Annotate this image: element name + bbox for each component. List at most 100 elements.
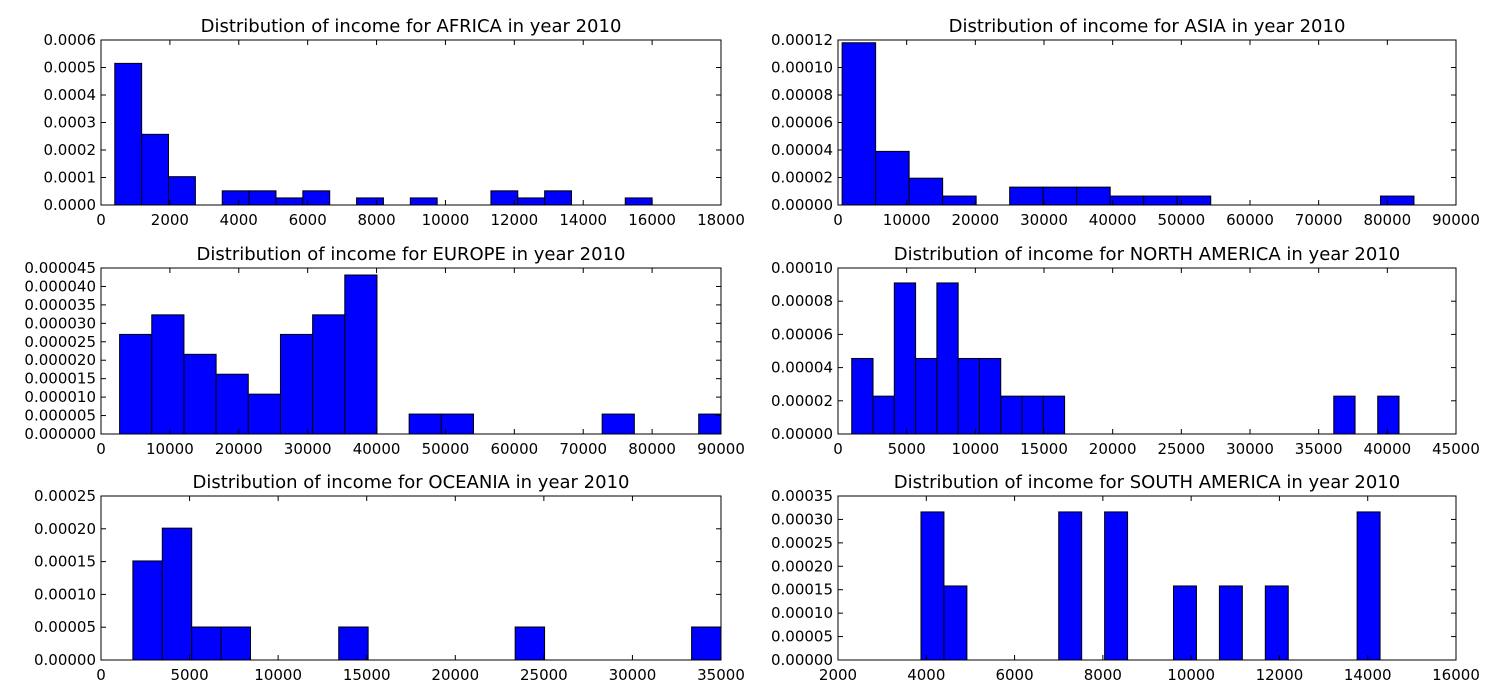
histogram-bar: [517, 197, 546, 206]
histogram-bar: [872, 395, 895, 435]
x-tick-label: 8000: [357, 211, 395, 229]
x-tick-label: 0: [833, 211, 843, 229]
histogram-bar: [247, 393, 281, 435]
y-tick-label: 0.00015: [771, 581, 833, 599]
x-tick-label: 8000: [1084, 666, 1122, 684]
histogram-bar: [490, 190, 519, 206]
histogram-bar: [875, 150, 910, 206]
histogram-bar: [1058, 511, 1083, 661]
histogram-bar: [920, 511, 945, 661]
x-tick-label: 16000: [1432, 666, 1480, 684]
subplot-1: Distribution of income for AFRICA in yea…: [44, 16, 745, 229]
x-tick-label: 10000: [951, 440, 999, 458]
x-tick-label: 40000: [1089, 211, 1137, 229]
histogram-bar: [624, 197, 653, 206]
y-tick-label: 0.00030: [771, 510, 833, 528]
histogram-bar: [1176, 195, 1212, 206]
x-tick-label: 14000: [1344, 666, 1392, 684]
y-tick-label: 0.0006: [44, 31, 97, 49]
histogram-bar: [1377, 395, 1400, 435]
x-tick-label: 14000: [559, 211, 607, 229]
x-tick-label: 4000: [907, 666, 945, 684]
histogram-bar: [943, 585, 968, 661]
y-tick-label: 0.00015: [34, 553, 96, 571]
histogram-bar: [1000, 395, 1023, 435]
histogram-bar: [356, 197, 384, 206]
x-tick-label: 10000: [146, 440, 194, 458]
x-tick-label: 45000: [1432, 440, 1480, 458]
y-tick-label: 0.00025: [771, 534, 833, 552]
x-tick-label: 80000: [628, 440, 676, 458]
bars: [851, 282, 1400, 435]
x-tick-label: 50000: [422, 440, 470, 458]
x-tick-label: 20000: [431, 666, 479, 684]
subplot-2: Distribution of income for ASIA in year …: [771, 16, 1480, 229]
histogram-bar: [1076, 186, 1111, 206]
x-tick-label: 30000: [609, 666, 657, 684]
x-tick-label: 18000: [697, 211, 745, 229]
chart-title: Distribution of income for ASIA in year …: [949, 16, 1346, 37]
x-tick-label: 30000: [1226, 440, 1274, 458]
bars: [920, 511, 1381, 661]
subplot-5: Distribution of income for OCEANIA in ye…: [34, 472, 745, 684]
axes-frame: [100, 495, 722, 661]
histogram-bar: [1042, 186, 1078, 206]
histogram-bar: [275, 197, 304, 206]
y-tick-label: 0.00002: [771, 169, 833, 187]
histogram-bar: [1021, 395, 1044, 435]
x-tick-label: 12000: [490, 211, 538, 229]
x-tick-label: 35000: [1295, 440, 1343, 458]
histogram-bar: [893, 282, 917, 435]
x-tick-label: 0: [96, 440, 106, 458]
y-tick-label: 0.0002: [44, 141, 97, 159]
y-tick-label: 0.000025: [24, 333, 96, 351]
histogram-bar: [168, 176, 196, 206]
y-tick-label: 0.00006: [771, 325, 833, 343]
x-tick-label: 60000: [1226, 211, 1274, 229]
y-tick-label: 0.0000: [44, 196, 97, 214]
y-tick-label: 0.00012: [771, 31, 833, 49]
x-tick-label: 2000: [819, 666, 857, 684]
histogram-bar: [302, 190, 331, 206]
x-tick-label: 12000: [1256, 666, 1304, 684]
histogram-bar: [215, 373, 249, 435]
histogram-bar: [851, 357, 874, 435]
histogram-bar: [114, 62, 143, 206]
y-tick-label: 0.00008: [771, 292, 833, 310]
bars: [114, 62, 653, 206]
histogram-bar: [279, 333, 314, 435]
y-tick-label: 0.000005: [24, 407, 96, 425]
x-tick-label: 10000: [254, 666, 302, 684]
x-tick-label: 40000: [1363, 440, 1411, 458]
histogram-bar: [1104, 511, 1129, 661]
histogram-bar: [221, 190, 250, 206]
x-tick-label: 6000: [995, 666, 1033, 684]
x-tick-label: 20000: [951, 211, 999, 229]
x-tick-label: 16000: [628, 211, 676, 229]
histogram-bar: [1356, 511, 1381, 661]
y-tick-label: 0.00000: [771, 196, 833, 214]
x-tick-label: 30000: [1020, 211, 1068, 229]
chart-title: Distribution of income for OCEANIA in ye…: [193, 472, 630, 493]
histogram-bar: [1264, 585, 1289, 661]
y-tick-label: 0.00010: [771, 604, 833, 622]
y-tick-label: 0.000015: [24, 370, 96, 388]
histogram-bar: [220, 626, 252, 661]
y-tick-label: 0.0003: [44, 114, 97, 132]
chart-title: Distribution of income for EUROPE in yea…: [197, 244, 626, 265]
y-tick-label: 0.00010: [34, 585, 96, 603]
x-tick-label: 30000: [284, 440, 332, 458]
subplot-3: Distribution of income for EUROPE in yea…: [24, 244, 744, 458]
bars: [119, 274, 722, 435]
x-tick-label: 0: [96, 666, 106, 684]
y-tick-label: 0.00005: [771, 628, 833, 646]
y-tick-label: 0.00005: [34, 618, 96, 636]
x-tick-label: 35000: [697, 666, 745, 684]
x-tick-label: 15000: [1020, 440, 1068, 458]
x-tick-label: 5000: [888, 440, 926, 458]
chart-title: Distribution of income for SOUTH AMERICA…: [894, 472, 1400, 493]
histogram-bar: [908, 177, 944, 206]
y-tick-label: 0.000045: [24, 259, 96, 277]
